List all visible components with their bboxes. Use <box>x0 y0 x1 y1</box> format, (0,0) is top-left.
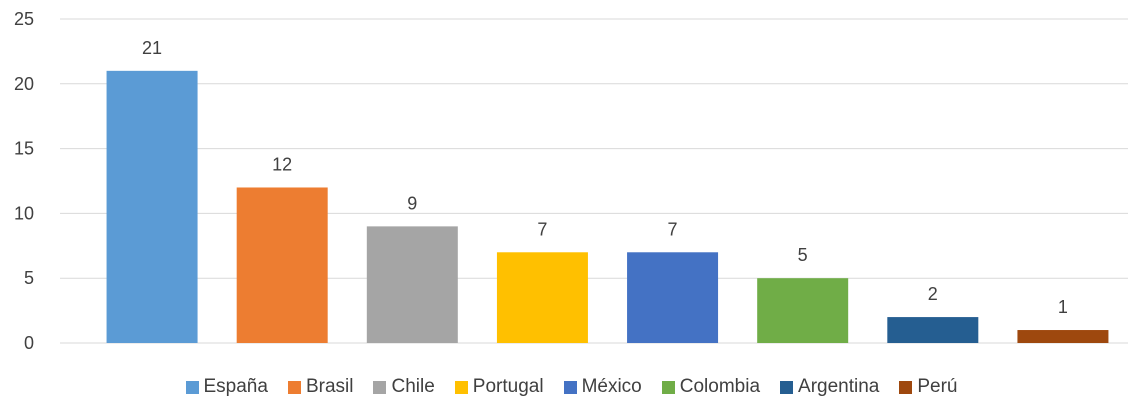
legend-label: México <box>581 376 642 397</box>
legend-swatch <box>899 380 913 394</box>
legend-label: Portugal <box>472 376 544 397</box>
legend-swatch <box>287 380 301 394</box>
legend-item: Argentina <box>780 376 879 398</box>
y-tick-label: 5 <box>24 268 34 288</box>
legend-label: Brasil <box>305 376 354 397</box>
bar <box>106 70 198 343</box>
legend-swatch <box>454 380 468 394</box>
bar <box>496 252 588 343</box>
legend-swatch <box>185 380 199 394</box>
data-label: 7 <box>668 219 678 239</box>
legend-swatch <box>373 380 387 394</box>
data-label: 2 <box>928 284 938 304</box>
legend-item: Portugal <box>454 376 544 398</box>
legend-item: Brasil <box>287 376 354 398</box>
data-label: 1 <box>1058 297 1068 317</box>
y-tick-label: 10 <box>14 203 34 223</box>
bar <box>757 278 849 343</box>
legend-item: España <box>185 376 268 398</box>
legend-swatch <box>563 380 577 394</box>
legend-swatch <box>661 380 675 394</box>
bar <box>366 226 458 343</box>
data-label: 9 <box>407 193 417 213</box>
chart-legend: España Brasil Chile Portugal México Colombia A… <box>0 376 1143 398</box>
data-label: 5 <box>798 245 808 265</box>
legend-item: México <box>563 376 642 398</box>
legend-label: Perú <box>917 376 958 397</box>
legend-swatch <box>780 380 794 394</box>
y-tick-label: 15 <box>14 139 34 159</box>
legend-item: Perú <box>899 376 958 398</box>
data-label: 7 <box>537 219 547 239</box>
y-tick-label: 20 <box>14 74 34 94</box>
legend-item: Colombia <box>661 376 761 398</box>
data-label: 12 <box>272 154 292 174</box>
legend-label: España <box>203 376 268 397</box>
legend-item: Chile <box>373 376 435 398</box>
bar <box>236 187 328 343</box>
legend-label: Chile <box>391 376 435 397</box>
y-tick-label: 25 <box>14 9 34 29</box>
data-label: 21 <box>142 38 162 58</box>
legend-label: Colombia <box>679 376 761 397</box>
bar <box>887 317 979 343</box>
y-tick-label: 0 <box>24 333 34 353</box>
legend-label: Argentina <box>798 376 880 397</box>
bar <box>627 252 719 343</box>
bar <box>1017 330 1109 343</box>
